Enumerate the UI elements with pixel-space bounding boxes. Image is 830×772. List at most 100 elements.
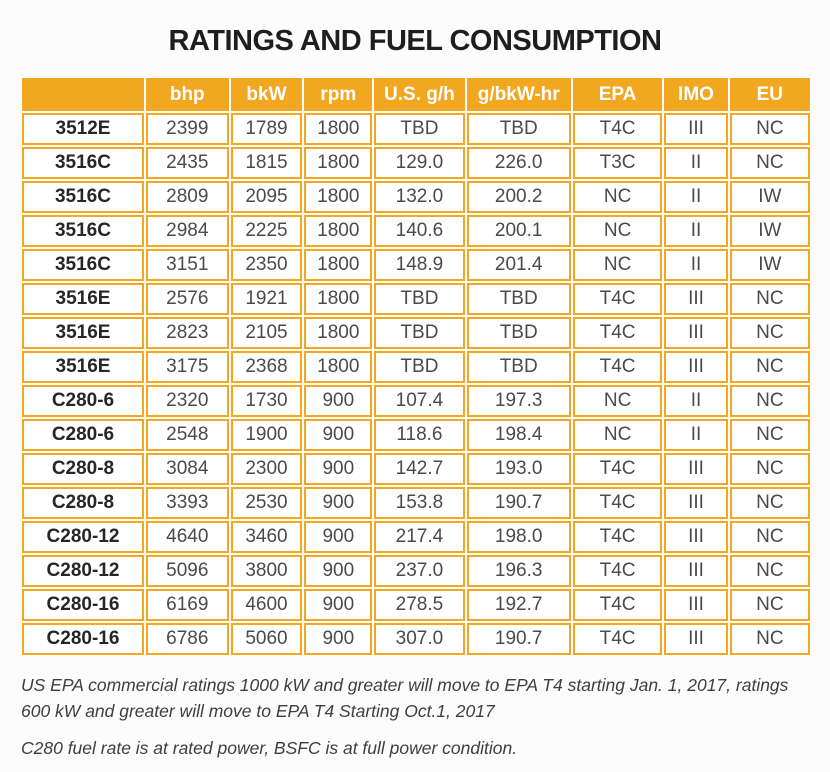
value-cell: III (664, 487, 728, 519)
value-cell: NC (729, 283, 810, 315)
value-cell: 196.3 (466, 555, 571, 587)
value-cell: 2576 (145, 283, 229, 315)
value-cell: III (664, 453, 728, 485)
value-cell: III (664, 113, 728, 145)
value-cell: 200.1 (466, 215, 571, 247)
value-cell: 2225 (230, 215, 303, 247)
value-cell: NC (572, 419, 663, 451)
value-cell: 1800 (304, 283, 373, 315)
value-cell: III (664, 521, 728, 553)
value-cell: 2823 (145, 317, 229, 349)
footnote-epa-line2: 600 kW and greater will move to EPA T4 S… (21, 701, 495, 721)
table-row: C280-12 4640 3460 900 217.4 198.0 T4C III NC (22, 521, 810, 553)
table-row: C280-6 2320 1730 900 107.4 197.3 NC II NC (22, 385, 810, 417)
value-cell: 237.0 (374, 555, 465, 587)
table-row: 3516E 2823 2105 1800 TBD TBD T4C III NC (22, 317, 810, 349)
column-header-imo: IMO (664, 78, 728, 111)
value-cell: 1800 (304, 181, 373, 213)
value-cell: 900 (304, 589, 373, 621)
value-cell: 2984 (145, 215, 229, 247)
value-cell: T4C (572, 283, 663, 315)
table-row: 3516C 2435 1815 1800 129.0 226.0 T3C II NC (22, 147, 810, 179)
column-header-model (22, 78, 144, 111)
table-row: 3516C 2984 2225 1800 140.6 200.1 NC II IW (22, 215, 810, 247)
value-cell: III (664, 555, 728, 587)
table-row: 3516E 3175 2368 1800 TBD TBD T4C III NC (22, 351, 810, 383)
value-cell: III (664, 317, 728, 349)
value-cell: IW (729, 215, 810, 247)
model-cell: 3512E (22, 113, 144, 145)
value-cell: 200.2 (466, 181, 571, 213)
value-cell: NC (729, 351, 810, 383)
value-cell: 1789 (230, 113, 303, 145)
value-cell: 153.8 (374, 487, 465, 519)
value-cell: III (664, 589, 728, 621)
value-cell: 900 (304, 555, 373, 587)
value-cell: T4C (572, 113, 663, 145)
model-cell: C280-12 (22, 555, 144, 587)
value-cell: III (664, 351, 728, 383)
value-cell: 1800 (304, 215, 373, 247)
value-cell: 1800 (304, 113, 373, 145)
value-cell: 3175 (145, 351, 229, 383)
value-cell: 3800 (230, 555, 303, 587)
value-cell: 2095 (230, 181, 303, 213)
model-cell: 3516E (22, 317, 144, 349)
column-header-eu: EU (729, 78, 810, 111)
value-cell: 1815 (230, 147, 303, 179)
value-cell: TBD (466, 351, 571, 383)
value-cell: NC (729, 453, 810, 485)
value-cell: 118.6 (374, 419, 465, 451)
value-cell: 900 (304, 487, 373, 519)
value-cell: 3084 (145, 453, 229, 485)
value-cell: 2809 (145, 181, 229, 213)
model-cell: C280-16 (22, 623, 144, 655)
model-cell: C280-6 (22, 419, 144, 451)
value-cell: 148.9 (374, 249, 465, 281)
value-cell: T4C (572, 351, 663, 383)
value-cell: 1800 (304, 351, 373, 383)
value-cell: 1800 (304, 147, 373, 179)
value-cell: TBD (466, 317, 571, 349)
value-cell: NC (572, 385, 663, 417)
value-cell: 900 (304, 385, 373, 417)
value-cell: IW (729, 249, 810, 281)
value-cell: II (664, 249, 728, 281)
page-title: RATINGS AND FUEL CONSUMPTION (168, 25, 662, 57)
model-cell: 3516C (22, 249, 144, 281)
value-cell: II (664, 181, 728, 213)
value-cell: NC (729, 521, 810, 553)
value-cell: 2320 (145, 385, 229, 417)
value-cell: II (664, 215, 728, 247)
value-cell: T4C (572, 487, 663, 519)
model-cell: 3516C (22, 215, 144, 247)
value-cell: 132.0 (374, 181, 465, 213)
value-cell: 198.0 (466, 521, 571, 553)
table-header: bhp bkW rpm U.S. g/h g/bkW-hr EPA IMO EU (22, 78, 810, 111)
model-cell: C280-8 (22, 487, 144, 519)
value-cell: TBD (374, 283, 465, 315)
table-body: 3512E 2399 1789 1800 TBD TBD T4C III NC 3516C 2435… (22, 113, 810, 655)
value-cell: 3151 (145, 249, 229, 281)
value-cell: IW (729, 181, 810, 213)
value-cell: II (664, 147, 728, 179)
value-cell: 197.3 (466, 385, 571, 417)
value-cell: 2548 (145, 419, 229, 451)
value-cell: 201.4 (466, 249, 571, 281)
value-cell: 2368 (230, 351, 303, 383)
table-row: C280-8 3393 2530 900 153.8 190.7 T4C III NC (22, 487, 810, 519)
value-cell: 129.0 (374, 147, 465, 179)
value-cell: 1921 (230, 283, 303, 315)
table-row: C280-16 6786 5060 900 307.0 190.7 T4C III NC (22, 623, 810, 655)
model-cell: 3516C (22, 147, 144, 179)
table-row: 3516E 2576 1921 1800 TBD TBD T4C III NC (22, 283, 810, 315)
table-row: 3516C 2809 2095 1800 132.0 200.2 NC II IW (22, 181, 810, 213)
model-cell: C280-16 (22, 589, 144, 621)
column-header-bhp: bhp (145, 78, 229, 111)
value-cell: 278.5 (374, 589, 465, 621)
value-cell: 1900 (230, 419, 303, 451)
value-cell: 4640 (145, 521, 229, 553)
value-cell: 142.7 (374, 453, 465, 485)
column-header-epa: EPA (572, 78, 663, 111)
value-cell: T4C (572, 623, 663, 655)
